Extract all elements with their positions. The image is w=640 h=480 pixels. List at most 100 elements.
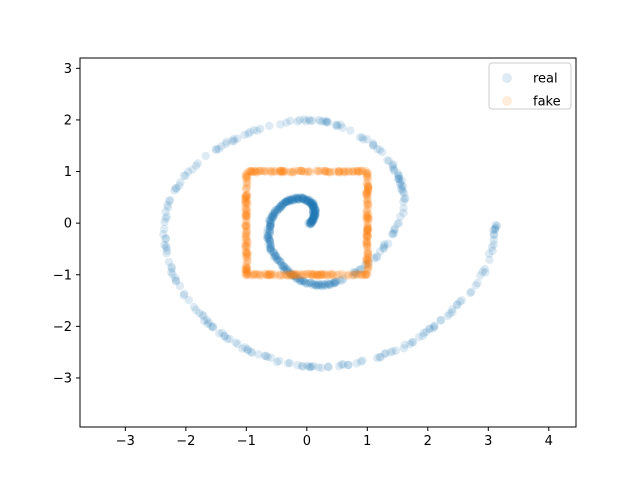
- fake-point: [334, 168, 344, 177]
- fake-point: [241, 247, 251, 256]
- real-point: [278, 199, 288, 209]
- fake-point: [348, 167, 358, 176]
- real-point: [288, 194, 297, 204]
- real-point: [489, 235, 498, 245]
- fake-point: [281, 270, 291, 279]
- real-point: [324, 279, 334, 289]
- real-point: [306, 278, 316, 288]
- fake-point: [278, 168, 288, 177]
- real-point: [309, 212, 318, 221]
- real-point: [378, 147, 387, 157]
- real-point: [310, 209, 320, 218]
- real-point: [265, 236, 275, 246]
- fake-point: [363, 218, 373, 227]
- real-point: [179, 291, 188, 300]
- real-point: [308, 201, 318, 211]
- fake-point: [364, 262, 373, 272]
- real-point: [212, 145, 221, 154]
- real-point: [311, 209, 321, 218]
- real-point: [265, 225, 275, 234]
- real-point: [309, 215, 318, 225]
- real-point: [310, 280, 320, 289]
- real-point: [285, 267, 294, 277]
- fake-point: [243, 270, 253, 279]
- y-tick-label: 2: [64, 113, 72, 128]
- real-point: [285, 269, 295, 278]
- real-point: [310, 207, 319, 216]
- real-point: [487, 242, 497, 252]
- real-point: [310, 215, 319, 224]
- fake-point: [351, 166, 361, 176]
- fake-point: [323, 168, 333, 177]
- fake-point: [296, 166, 305, 176]
- fake-point: [363, 225, 372, 234]
- fake-point: [313, 270, 322, 279]
- real-point: [291, 272, 301, 281]
- fake-point: [364, 210, 373, 219]
- real-point: [265, 222, 274, 232]
- real-point: [476, 271, 485, 280]
- real-point: [332, 277, 341, 286]
- real-point: [265, 216, 274, 225]
- real-point: [384, 156, 394, 166]
- x-tick-label: 0: [303, 434, 311, 449]
- fake-point: [255, 269, 264, 279]
- real-point: [265, 244, 274, 253]
- real-point: [279, 261, 288, 271]
- fake-point: [243, 238, 252, 248]
- real-point: [260, 351, 269, 361]
- fake-point: [297, 270, 307, 279]
- real-point: [307, 216, 317, 225]
- real-point: [436, 316, 446, 325]
- fake-point: [313, 167, 322, 176]
- real-point: [301, 278, 310, 287]
- fake-point: [242, 227, 252, 236]
- fake-point: [363, 200, 372, 209]
- real-point: [297, 193, 307, 203]
- fake-point: [301, 167, 310, 176]
- real-point: [489, 240, 498, 249]
- fake-point: [362, 229, 371, 239]
- fake-point: [243, 171, 252, 180]
- real-point: [171, 276, 181, 285]
- fake-point: [303, 167, 313, 176]
- fake-point: [363, 185, 373, 195]
- real-point: [282, 265, 292, 274]
- fake-point: [292, 271, 302, 280]
- real-point: [275, 356, 284, 365]
- fake-point: [296, 271, 305, 280]
- fake-point: [362, 239, 371, 248]
- fake-point: [344, 270, 354, 279]
- fake-point: [341, 271, 350, 280]
- real-point: [414, 332, 424, 342]
- real-point: [265, 222, 275, 231]
- fake-point: [241, 184, 251, 193]
- fake-point: [358, 270, 368, 279]
- real-point: [263, 228, 272, 237]
- real-point: [306, 218, 316, 228]
- fake-point: [241, 239, 250, 249]
- real-point: [202, 315, 212, 325]
- fake-point: [360, 270, 370, 280]
- real-point: [306, 278, 315, 287]
- real-point: [389, 165, 399, 174]
- fake-point: [362, 169, 372, 178]
- real-point: [176, 178, 185, 187]
- fake-point: [252, 168, 262, 177]
- real-point: [284, 265, 293, 275]
- real-point: [184, 295, 193, 305]
- fake-point: [241, 211, 250, 220]
- real-point: [184, 167, 193, 176]
- real-point: [198, 310, 207, 320]
- real-point: [320, 280, 329, 290]
- real-point: [350, 270, 359, 280]
- fake-point: [242, 263, 251, 272]
- real-point: [285, 116, 295, 126]
- fake-point: [356, 166, 366, 176]
- real-point: [170, 186, 179, 195]
- fake-point: [243, 197, 252, 207]
- fake-point: [242, 210, 251, 220]
- real-point: [447, 305, 457, 314]
- real-point: [252, 126, 262, 136]
- real-point: [308, 202, 317, 211]
